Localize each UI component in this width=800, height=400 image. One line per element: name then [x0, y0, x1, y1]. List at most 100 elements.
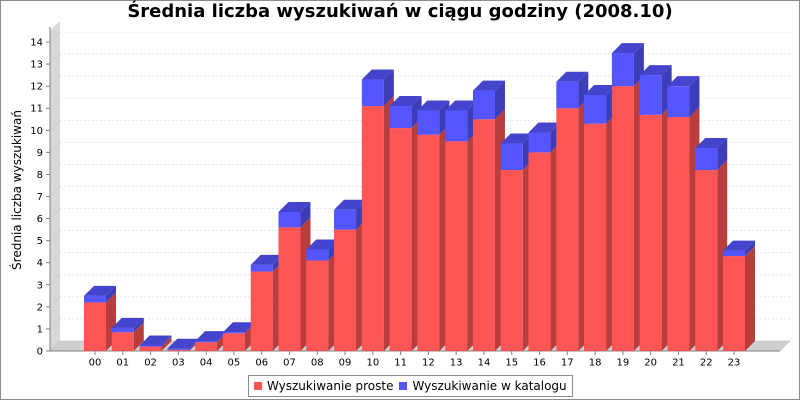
bar-22-series-1: [695, 160, 728, 351]
bar-top-21: [667, 76, 700, 87]
x-tick-label: 23: [728, 358, 741, 369]
y-axis-label: Średnia liczba wyszukiwań: [9, 110, 24, 270]
bar-top-07: [278, 201, 311, 212]
bar-top-15: [500, 133, 533, 144]
bar-01-series-2: [111, 317, 144, 333]
legend-swatch-series-2: [399, 382, 408, 390]
bar-01-series-1: [111, 322, 144, 351]
bar-13-series-1: [445, 131, 478, 351]
x-tick-label: 07: [283, 358, 296, 369]
bar-top-12: [417, 100, 450, 111]
bar-14-series-2: [472, 80, 505, 120]
gridline-wall: [49, 53, 61, 65]
bar-11-series-1: [389, 118, 422, 351]
x-tick-label: 20: [644, 358, 657, 369]
gridline-wall: [49, 252, 61, 263]
x-tick-label: 03: [172, 358, 185, 369]
y-tick-label: 11: [30, 104, 43, 115]
gridline-wall: [49, 75, 61, 87]
y-tick-label: 1: [37, 324, 43, 335]
x-tick-label: 16: [533, 358, 546, 369]
bar-02-series-2: [139, 335, 172, 347]
y-tick-label: 10: [30, 126, 43, 137]
x-tick-label: 08: [311, 358, 324, 369]
gridline-wall: [49, 230, 61, 241]
bar-16-series-1: [528, 142, 561, 351]
chart-title: Średnia liczba wyszukiwań w ciągu godzin…: [127, 1, 673, 22]
bar-top-04: [195, 331, 228, 342]
left-wall: [50, 21, 60, 351]
bar-top-13: [445, 100, 478, 111]
gridline-wall: [49, 142, 61, 153]
x-tick-label: 18: [589, 358, 602, 369]
gridline-wall: [49, 31, 61, 43]
x-tick-label: 06: [255, 358, 268, 369]
y-tick-label: 3: [37, 280, 43, 291]
gridline-wall: [49, 296, 61, 308]
bar-07-series-1: [278, 217, 311, 351]
bar-top-23: [723, 240, 755, 251]
x-tick-label: 02: [144, 358, 157, 369]
bar-23-series-2: [723, 240, 755, 257]
legend-swatch-series-1: [254, 382, 262, 390]
bar-18-series-1: [584, 113, 617, 351]
bar-09-series-1: [334, 219, 367, 351]
bar-top-17: [556, 71, 589, 82]
y-tick-label: 0: [37, 347, 43, 358]
x-tick-label: 05: [228, 358, 241, 369]
x-tick-label: 17: [561, 358, 574, 369]
y-tick-label: 7: [37, 192, 43, 203]
gridline-wall: [49, 120, 61, 131]
bar-top-20: [639, 65, 672, 76]
x-tick-label: 19: [617, 358, 630, 369]
y-tick-label: 12: [30, 82, 43, 93]
gridline-wall: [49, 208, 61, 219]
x-tick-label: 10: [366, 358, 379, 369]
bar-06-series-1: [250, 261, 283, 351]
y-tick-label: 14: [30, 38, 43, 49]
x-tick-label: 12: [422, 358, 435, 369]
bars: [84, 43, 755, 352]
y-tick-label: 5: [37, 236, 43, 247]
x-tick-label: 00: [89, 358, 102, 369]
bar-top-00: [84, 285, 116, 296]
bar-00-series-2: [84, 285, 116, 303]
bar-top-22: [695, 137, 728, 148]
gridline-wall: [49, 186, 61, 197]
y-tick-label: 8: [37, 170, 43, 181]
x-tick-label: 14: [478, 358, 491, 369]
bar-top-18: [584, 85, 617, 95]
x-tick-label: 13: [450, 358, 463, 369]
y-tick-label: 2: [37, 302, 43, 313]
x-tick-label: 09: [339, 358, 352, 369]
x-tick-label: 01: [116, 358, 129, 369]
legend-item-series-1: Wyszukiwanie proste: [254, 379, 393, 393]
bar-19-series-1: [611, 76, 644, 351]
y-tick-label: 4: [37, 258, 43, 269]
y-tick-label: 6: [37, 214, 43, 225]
legend-item-series-2: Wyszukiwanie w katalogu: [399, 379, 567, 393]
bar-10-series-1: [361, 96, 394, 351]
gridline-wall: [49, 164, 61, 175]
bar-17-series-1: [556, 98, 589, 351]
gridline-wall: [49, 318, 61, 330]
x-tick-label: 22: [700, 358, 713, 369]
bar-top-09: [334, 199, 367, 210]
bar-07-series-2: [278, 201, 311, 228]
bar-12-series-1: [417, 124, 450, 351]
bar-21-series-1: [667, 107, 700, 351]
bar-top-01: [111, 317, 144, 328]
bar-08-series-1: [306, 250, 339, 351]
legend-label-series-2: Wyszukiwanie w katalogu: [412, 379, 567, 393]
bar-15-series-1: [500, 160, 533, 351]
bar-top-03: [167, 338, 200, 349]
y-tick-label: 13: [30, 60, 43, 71]
bar-23-series-1: [723, 246, 755, 351]
x-tick-label: 15: [505, 358, 518, 369]
bar-10-series-2: [361, 69, 394, 107]
x-tick-label: 11: [394, 358, 407, 369]
bar-14-series-1: [472, 109, 505, 351]
x-tick-label: 04: [200, 358, 213, 369]
